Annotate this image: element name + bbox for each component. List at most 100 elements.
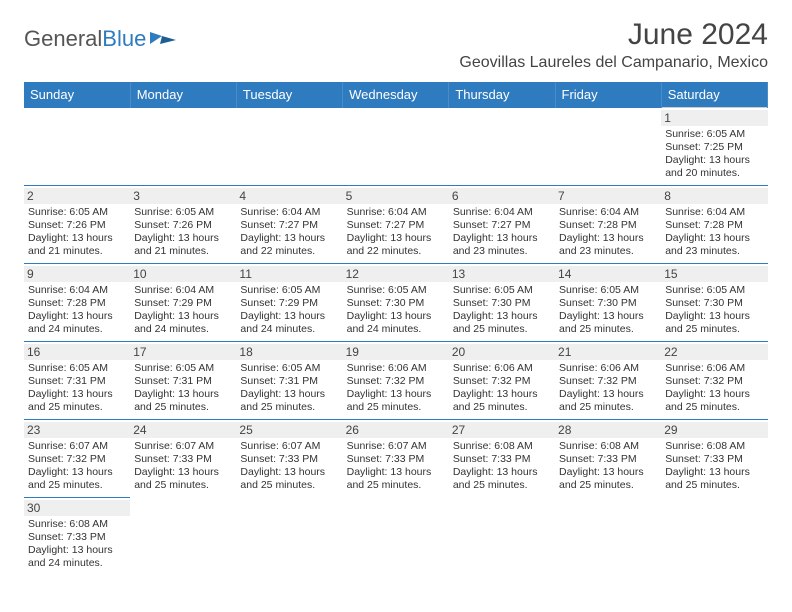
- day-header: Monday: [130, 82, 236, 108]
- calendar-day: 5 Sunrise: 6:04 AMSunset: 7:27 PMDaylight…: [343, 186, 449, 264]
- calendar-week: 2Sunrise: 6:05 AMSunset: 7:26 PMDaylight…: [24, 186, 768, 264]
- calendar-empty: [343, 108, 449, 186]
- day-details: Sunrise: 6:08 AMSunset: 7:33 PMDaylight:…: [453, 440, 551, 493]
- calendar-empty: [130, 498, 236, 576]
- day-number: 23: [24, 422, 130, 438]
- calendar-day: 14 Sunrise: 6:05 AMSunset: 7:30 PMDayligh…: [555, 264, 661, 342]
- day-details: Sunrise: 6:05 AMSunset: 7:26 PMDaylight:…: [134, 206, 232, 259]
- day-number: 26: [343, 422, 449, 438]
- calendar-day: 24Sunrise: 6:07 AMSunset: 7:33 PMDayligh…: [130, 420, 236, 498]
- day-number: 20: [449, 344, 555, 360]
- calendar-day: 15 Sunrise: 6:05 AMSunset: 7:30 PMDayligh…: [661, 264, 767, 342]
- calendar-day: 6 Sunrise: 6:04 AMSunset: 7:27 PMDaylight…: [449, 186, 555, 264]
- day-number: 2: [24, 188, 130, 204]
- day-number: 29: [661, 422, 767, 438]
- day-number: 8: [661, 188, 767, 204]
- day-details: Sunrise: 6:04 AMSunset: 7:28 PMDaylight:…: [559, 206, 657, 259]
- day-details: Sunrise: 6:06 AMSunset: 7:32 PMDaylight:…: [347, 362, 445, 415]
- calendar-day: 25 Sunrise: 6:07 AMSunset: 7:33 PMDayligh…: [236, 420, 342, 498]
- day-number: 14: [555, 266, 661, 282]
- day-header: Wednesday: [343, 82, 449, 108]
- day-details: Sunrise: 6:05 AMSunset: 7:26 PMDaylight:…: [28, 206, 126, 259]
- calendar-day: 12 Sunrise: 6:05 AMSunset: 7:30 PMDayligh…: [343, 264, 449, 342]
- location-label: Geovillas Laureles del Campanario, Mexic…: [459, 54, 768, 72]
- day-details: Sunrise: 6:06 AMSunset: 7:32 PMDaylight:…: [453, 362, 551, 415]
- day-details: Sunrise: 6:05 AMSunset: 7:30 PMDaylight:…: [559, 284, 657, 337]
- calendar-empty: [449, 498, 555, 576]
- day-details: Sunrise: 6:04 AMSunset: 7:27 PMDaylight:…: [240, 206, 338, 259]
- calendar-day: 9Sunrise: 6:04 AMSunset: 7:28 PMDaylight…: [24, 264, 130, 342]
- day-details: Sunrise: 6:07 AMSunset: 7:33 PMDaylight:…: [240, 440, 338, 493]
- calendar-empty: [130, 108, 236, 186]
- day-header: Sunday: [24, 82, 130, 108]
- day-details: Sunrise: 6:05 AMSunset: 7:31 PMDaylight:…: [28, 362, 126, 415]
- day-details: Sunrise: 6:04 AMSunset: 7:29 PMDaylight:…: [134, 284, 232, 337]
- day-number: 19: [343, 344, 449, 360]
- day-details: Sunrise: 6:05 AMSunset: 7:30 PMDaylight:…: [347, 284, 445, 337]
- day-header: Thursday: [449, 82, 555, 108]
- calendar-day: 30 Sunrise: 6:08 AMSunset: 7:33 PMDayligh…: [24, 498, 130, 576]
- header: GeneralBlue June 2024 Geovillas Laureles…: [24, 18, 768, 76]
- day-header: Friday: [555, 82, 661, 108]
- calendar-week: 9Sunrise: 6:04 AMSunset: 7:28 PMDaylight…: [24, 264, 768, 342]
- day-details: Sunrise: 6:06 AMSunset: 7:32 PMDaylight:…: [665, 362, 763, 415]
- day-number: 28: [555, 422, 661, 438]
- calendar-day: 23Sunrise: 6:07 AMSunset: 7:32 PMDayligh…: [24, 420, 130, 498]
- day-details: Sunrise: 6:05 AMSunset: 7:30 PMDaylight:…: [665, 284, 763, 337]
- brand-blue: Blue: [102, 26, 146, 51]
- calendar-table: SundayMondayTuesdayWednesdayThursdayFrid…: [24, 82, 768, 576]
- day-details: Sunrise: 6:05 AMSunset: 7:29 PMDaylight:…: [240, 284, 338, 337]
- day-number: 27: [449, 422, 555, 438]
- day-number: 5: [343, 188, 449, 204]
- day-number: 15: [661, 266, 767, 282]
- day-details: Sunrise: 6:06 AMSunset: 7:32 PMDaylight:…: [559, 362, 657, 415]
- calendar-week: 1 Sunrise: 6:05 AMSunset: 7:25 PMDaylight…: [24, 108, 768, 186]
- calendar-week: 23Sunrise: 6:07 AMSunset: 7:32 PMDayligh…: [24, 420, 768, 498]
- day-details: Sunrise: 6:04 AMSunset: 7:27 PMDaylight:…: [453, 206, 551, 259]
- day-details: Sunrise: 6:08 AMSunset: 7:33 PMDaylight:…: [559, 440, 657, 493]
- day-details: Sunrise: 6:08 AMSunset: 7:33 PMDaylight:…: [28, 518, 126, 571]
- day-details: Sunrise: 6:05 AMSunset: 7:30 PMDaylight:…: [453, 284, 551, 337]
- calendar-day: 19 Sunrise: 6:06 AMSunset: 7:32 PMDayligh…: [343, 342, 449, 420]
- calendar-day: 3Sunrise: 6:05 AMSunset: 7:26 PMDaylight…: [130, 186, 236, 264]
- header-right: June 2024 Geovillas Laureles del Campana…: [459, 18, 768, 76]
- day-number: 18: [236, 344, 342, 360]
- calendar-day: 1 Sunrise: 6:05 AMSunset: 7:25 PMDaylight…: [661, 108, 767, 186]
- day-number: 30: [24, 500, 130, 516]
- calendar-empty: [236, 498, 342, 576]
- calendar-day: 26 Sunrise: 6:07 AMSunset: 7:33 PMDayligh…: [343, 420, 449, 498]
- calendar-day: 17Sunrise: 6:05 AMSunset: 7:31 PMDayligh…: [130, 342, 236, 420]
- calendar-day: 4 Sunrise: 6:04 AMSunset: 7:27 PMDaylight…: [236, 186, 342, 264]
- calendar-empty: [343, 498, 449, 576]
- calendar-day: 29Sunrise: 6:08 AMSunset: 7:33 PMDayligh…: [661, 420, 767, 498]
- day-number: 11: [236, 266, 342, 282]
- calendar-day: 2 Sunrise: 6:05 AMSunset: 7:26 PMDaylight…: [24, 186, 130, 264]
- day-details: Sunrise: 6:04 AMSunset: 7:27 PMDaylight:…: [347, 206, 445, 259]
- calendar-day: 21 Sunrise: 6:06 AMSunset: 7:32 PMDayligh…: [555, 342, 661, 420]
- day-number: 7: [555, 188, 661, 204]
- calendar-page: GeneralBlue June 2024 Geovillas Laureles…: [0, 0, 792, 576]
- day-number: 1: [661, 110, 767, 126]
- day-number: 21: [555, 344, 661, 360]
- day-number: 12: [343, 266, 449, 282]
- calendar-empty: [236, 108, 342, 186]
- calendar-day: 28 Sunrise: 6:08 AMSunset: 7:33 PMDayligh…: [555, 420, 661, 498]
- day-number: 22: [661, 344, 767, 360]
- flag-icon: [150, 30, 178, 48]
- calendar-day: 22 Sunrise: 6:06 AMSunset: 7:32 PMDayligh…: [661, 342, 767, 420]
- day-number: 6: [449, 188, 555, 204]
- day-details: Sunrise: 6:07 AMSunset: 7:33 PMDaylight:…: [347, 440, 445, 493]
- day-number: 13: [449, 266, 555, 282]
- calendar-day: 7 Sunrise: 6:04 AMSunset: 7:28 PMDaylight…: [555, 186, 661, 264]
- day-number: 4: [236, 188, 342, 204]
- calendar-week: 16 Sunrise: 6:05 AMSunset: 7:31 PMDayligh…: [24, 342, 768, 420]
- day-number: 25: [236, 422, 342, 438]
- month-title: June 2024: [459, 18, 768, 52]
- calendar-day: 8Sunrise: 6:04 AMSunset: 7:28 PMDaylight…: [661, 186, 767, 264]
- calendar-empty: [661, 498, 767, 576]
- calendar-empty: [555, 498, 661, 576]
- calendar-body: 1 Sunrise: 6:05 AMSunset: 7:25 PMDaylight…: [24, 108, 768, 576]
- day-details: Sunrise: 6:05 AMSunset: 7:25 PMDaylight:…: [665, 128, 763, 181]
- day-number: 16: [24, 344, 130, 360]
- day-details: Sunrise: 6:07 AMSunset: 7:33 PMDaylight:…: [134, 440, 232, 493]
